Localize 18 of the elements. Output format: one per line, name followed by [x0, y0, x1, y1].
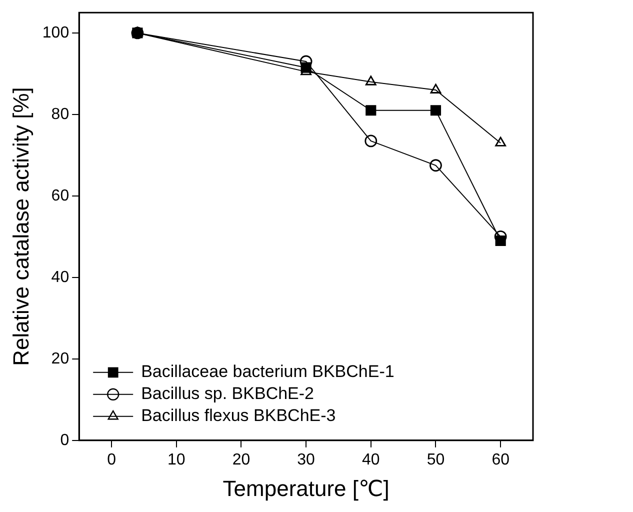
- legend-label: Bacillaceae bacterium BKBChE-1: [141, 362, 394, 382]
- x-tick-label: 60: [492, 451, 510, 468]
- x-tick-label: 40: [362, 451, 380, 468]
- y-tick-label: 0: [60, 432, 70, 449]
- x-tick-label: 0: [107, 451, 116, 468]
- y-tick-label: 80: [51, 106, 70, 123]
- x-tick-label: 30: [297, 451, 316, 468]
- y-tick-label: 20: [51, 350, 70, 368]
- x-axis-title: Temperature [℃]: [222, 476, 390, 501]
- y-axis-title: Relative catalase activity [%]: [8, 87, 34, 366]
- x-tick-label: 50: [426, 451, 445, 468]
- y-tick-label: 40: [51, 268, 70, 286]
- y-tick-label: 60: [51, 187, 70, 204]
- y-tick-label: 100: [42, 24, 70, 42]
- x-tick-label: 10: [167, 451, 186, 468]
- x-tick-label: 20: [232, 451, 250, 468]
- legend-label: Bacillus flexus BKBChE-3: [141, 406, 336, 426]
- legend-label: Bacillus sp. BKBChE-2: [141, 384, 314, 404]
